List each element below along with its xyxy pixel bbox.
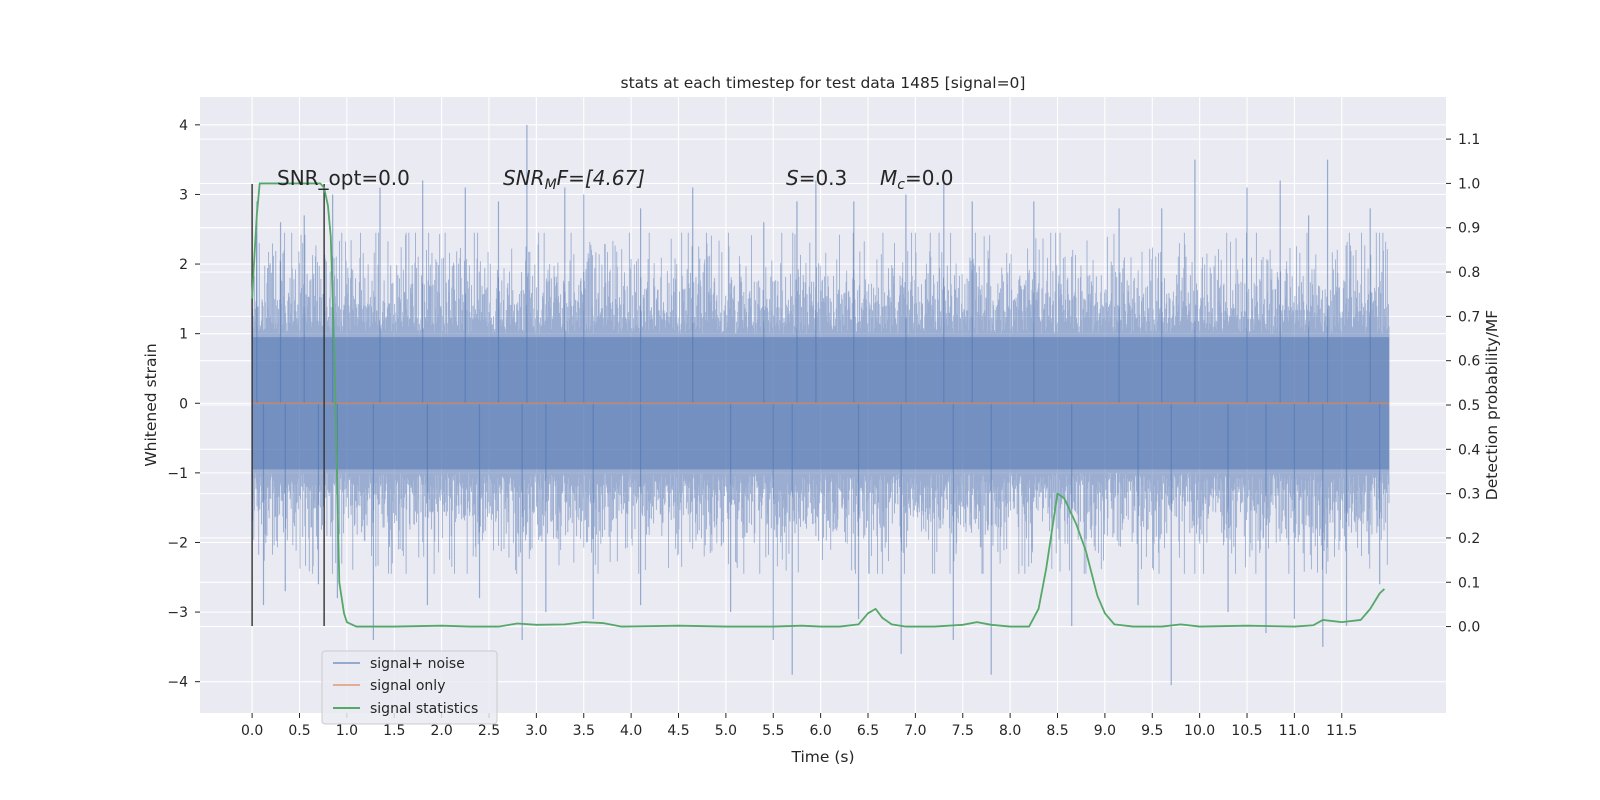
x-tick-label: 4.0 [620,723,642,739]
y2-axis-label: Detection probability/MF [1483,310,1501,501]
x-tick-label: 7.0 [904,723,926,739]
annotation-mc-sub: c [897,177,905,193]
y2-tick-label: 0.6 [1458,354,1480,370]
legend: signal+ noise signal only signal statist… [321,650,498,725]
x-tick-label: 2.0 [430,723,452,739]
x-tick-label: 7.5 [952,723,974,739]
y-tick-label: 0 [179,396,188,412]
x-tick-label: 3.0 [525,723,547,739]
annotation-snr-mf-rest: F=[4.67] [557,166,645,190]
y2-tick-label: 0.2 [1458,531,1480,547]
y-axis-label: Whitened strain [142,343,160,466]
y2-tick-label: 0.7 [1458,309,1480,325]
x-tick-label: 8.5 [1046,723,1068,739]
y2-tick-label: 0.5 [1458,398,1480,414]
y-tick-label: 1 [179,327,188,343]
y-tick-label: 4 [179,118,188,134]
y2-tick-label: 0.9 [1458,221,1480,237]
x-tick-label: 3.5 [573,723,595,739]
chart-title: stats at each timestep for test data 148… [621,74,1026,92]
x-tick-label: 2.5 [478,723,500,739]
annotation-mc: Mc=0.0 [880,166,954,193]
x-tick-label: 1.5 [383,723,405,739]
annotation-s-symbol: S [786,166,799,190]
x-tick-label: 6.0 [809,723,831,739]
y2-tick-label: 1.0 [1458,176,1480,192]
x-tick-label: 1.0 [336,723,358,739]
x-tick-label: 0.5 [288,723,310,739]
legend-box [321,650,498,725]
x-tick-label: 10.5 [1231,723,1262,739]
y2-tick-label: 0.0 [1458,620,1480,636]
y2-tick-label: 0.8 [1458,265,1480,281]
y2-tick-label: 0.4 [1458,442,1480,458]
annotation-s-value: =0.3 [799,166,848,190]
x-tick-label: 6.5 [857,723,879,739]
y2-tick-label: 0.3 [1458,487,1480,503]
legend-label-signal-statistics: signal statistics [370,701,478,717]
annotation-snr-mf-base: SNR [503,166,545,190]
y2-tick-label: 0.1 [1458,575,1480,591]
marker-lines [251,184,325,626]
annotation-snr-mf: SNRMF=[4.67] [503,166,645,193]
legend-label-signal-only: signal only [370,678,445,694]
x-tick-label: 10.0 [1184,723,1215,739]
x-tick-label: 11.0 [1279,723,1310,739]
y-tick-label: 2 [179,257,188,273]
series-signal-statistics [251,182,1386,628]
y-tick-label: −2 [167,535,188,551]
x-tick-label: 4.5 [667,723,689,739]
annotation-snr-opt: SNR_opt=0.0 [277,166,410,190]
y2-tick-label: 1.1 [1458,132,1480,148]
x-tick-label: 11.5 [1326,723,1357,739]
y-tick-label: −1 [167,466,188,482]
y-tick-label: −4 [167,675,188,691]
x-tick-label: 5.5 [762,723,784,739]
x-tick-label: 8.0 [999,723,1021,739]
y-tick-label: 3 [179,187,188,203]
x-tick-label: 9.0 [1094,723,1116,739]
signal-statistics-line [251,182,1386,628]
legend-label-signal-noise: signal+ noise [370,656,465,672]
x-tick-label: 0.0 [241,723,263,739]
annotation-snr-mf-sub: M [545,177,557,193]
tick-labels: 0.0 0.5 1.0 1.5 2.0 2.5 3.0 3.5 4.0 4.5 5.0 5.5 6.0 6… [167,118,1480,739]
y-tick-label: −3 [167,605,188,621]
x-tick-label: 5.0 [715,723,737,739]
annotation-s: S=0.3 [786,166,847,190]
x-tick-label: 9.5 [1141,723,1163,739]
annotation-mc-symbol: M [880,166,897,190]
annotation-mc-value: =0.0 [905,166,954,190]
x-axis-label: Time (s) [790,748,854,766]
